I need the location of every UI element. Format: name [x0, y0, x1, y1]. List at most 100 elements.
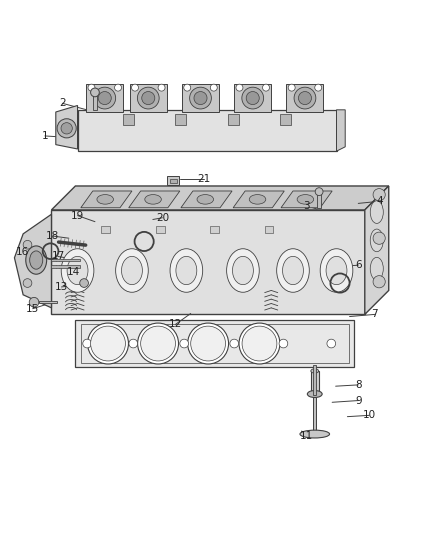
- Ellipse shape: [176, 256, 197, 285]
- Text: 4: 4: [377, 196, 383, 206]
- Circle shape: [91, 88, 99, 97]
- Circle shape: [327, 339, 336, 348]
- Polygon shape: [129, 191, 180, 208]
- Bar: [39, 301, 57, 303]
- Polygon shape: [75, 320, 354, 367]
- Bar: [51, 265, 80, 268]
- Circle shape: [294, 87, 316, 109]
- Bar: [318, 192, 321, 208]
- Text: 21: 21: [197, 174, 210, 184]
- Circle shape: [239, 323, 280, 364]
- Polygon shape: [81, 191, 132, 208]
- Polygon shape: [86, 84, 123, 112]
- Polygon shape: [336, 110, 345, 151]
- Ellipse shape: [370, 229, 383, 252]
- Circle shape: [242, 87, 264, 109]
- Circle shape: [61, 123, 72, 134]
- Text: 1: 1: [42, 131, 48, 141]
- Polygon shape: [181, 191, 232, 208]
- Text: 14: 14: [67, 267, 80, 277]
- Circle shape: [98, 92, 111, 104]
- Ellipse shape: [233, 256, 253, 285]
- Text: 18: 18: [46, 231, 60, 241]
- Ellipse shape: [116, 249, 148, 292]
- Text: 10: 10: [363, 410, 376, 421]
- Polygon shape: [280, 114, 291, 125]
- Circle shape: [210, 84, 217, 91]
- Polygon shape: [56, 106, 78, 149]
- Text: 13: 13: [55, 282, 68, 292]
- Circle shape: [190, 87, 212, 109]
- Ellipse shape: [277, 249, 309, 292]
- Circle shape: [88, 323, 128, 364]
- Circle shape: [23, 279, 32, 287]
- Ellipse shape: [249, 195, 266, 204]
- Circle shape: [88, 84, 95, 91]
- Circle shape: [194, 92, 207, 104]
- Text: 15: 15: [26, 304, 39, 314]
- Circle shape: [131, 84, 138, 91]
- Circle shape: [142, 92, 155, 104]
- Ellipse shape: [26, 246, 47, 274]
- Bar: [311, 371, 319, 391]
- Ellipse shape: [97, 195, 113, 204]
- Circle shape: [94, 87, 116, 109]
- Text: 2: 2: [59, 98, 66, 108]
- Ellipse shape: [121, 256, 142, 285]
- Circle shape: [315, 84, 322, 91]
- Circle shape: [57, 119, 76, 138]
- Circle shape: [279, 339, 288, 348]
- Circle shape: [91, 326, 125, 361]
- Polygon shape: [228, 114, 239, 125]
- Circle shape: [236, 84, 243, 91]
- Ellipse shape: [61, 249, 94, 292]
- Circle shape: [373, 276, 385, 288]
- Circle shape: [115, 84, 121, 91]
- Polygon shape: [182, 84, 219, 112]
- Circle shape: [138, 323, 179, 364]
- Text: 12: 12: [169, 319, 182, 329]
- Polygon shape: [233, 191, 284, 208]
- Ellipse shape: [226, 249, 259, 292]
- Ellipse shape: [370, 257, 383, 280]
- Polygon shape: [51, 186, 389, 210]
- Circle shape: [288, 84, 295, 91]
- Circle shape: [80, 279, 88, 287]
- Bar: [93, 92, 97, 110]
- Circle shape: [373, 189, 385, 201]
- Polygon shape: [176, 114, 186, 125]
- Circle shape: [298, 92, 311, 104]
- Circle shape: [187, 323, 229, 364]
- Ellipse shape: [67, 256, 88, 285]
- Bar: [265, 226, 273, 233]
- Text: 11: 11: [300, 431, 313, 441]
- Circle shape: [158, 84, 165, 91]
- Circle shape: [138, 87, 159, 109]
- Circle shape: [184, 84, 191, 91]
- Bar: [167, 176, 180, 185]
- Circle shape: [191, 326, 226, 361]
- Circle shape: [315, 188, 323, 196]
- Polygon shape: [130, 84, 167, 112]
- Polygon shape: [14, 214, 51, 308]
- Circle shape: [29, 297, 39, 307]
- Ellipse shape: [320, 249, 353, 292]
- Ellipse shape: [307, 391, 322, 398]
- Circle shape: [83, 339, 92, 348]
- Ellipse shape: [283, 256, 304, 285]
- Text: 17: 17: [51, 252, 64, 262]
- Circle shape: [373, 232, 385, 244]
- Ellipse shape: [297, 195, 314, 204]
- Circle shape: [230, 339, 239, 348]
- Ellipse shape: [30, 251, 43, 269]
- Circle shape: [242, 326, 277, 361]
- Polygon shape: [281, 191, 332, 208]
- Text: 3: 3: [303, 200, 309, 211]
- Polygon shape: [78, 110, 336, 151]
- Circle shape: [129, 339, 138, 348]
- Polygon shape: [123, 114, 134, 125]
- Bar: [210, 226, 219, 233]
- Text: 20: 20: [156, 213, 169, 223]
- Text: 7: 7: [371, 309, 378, 319]
- Bar: [156, 226, 165, 233]
